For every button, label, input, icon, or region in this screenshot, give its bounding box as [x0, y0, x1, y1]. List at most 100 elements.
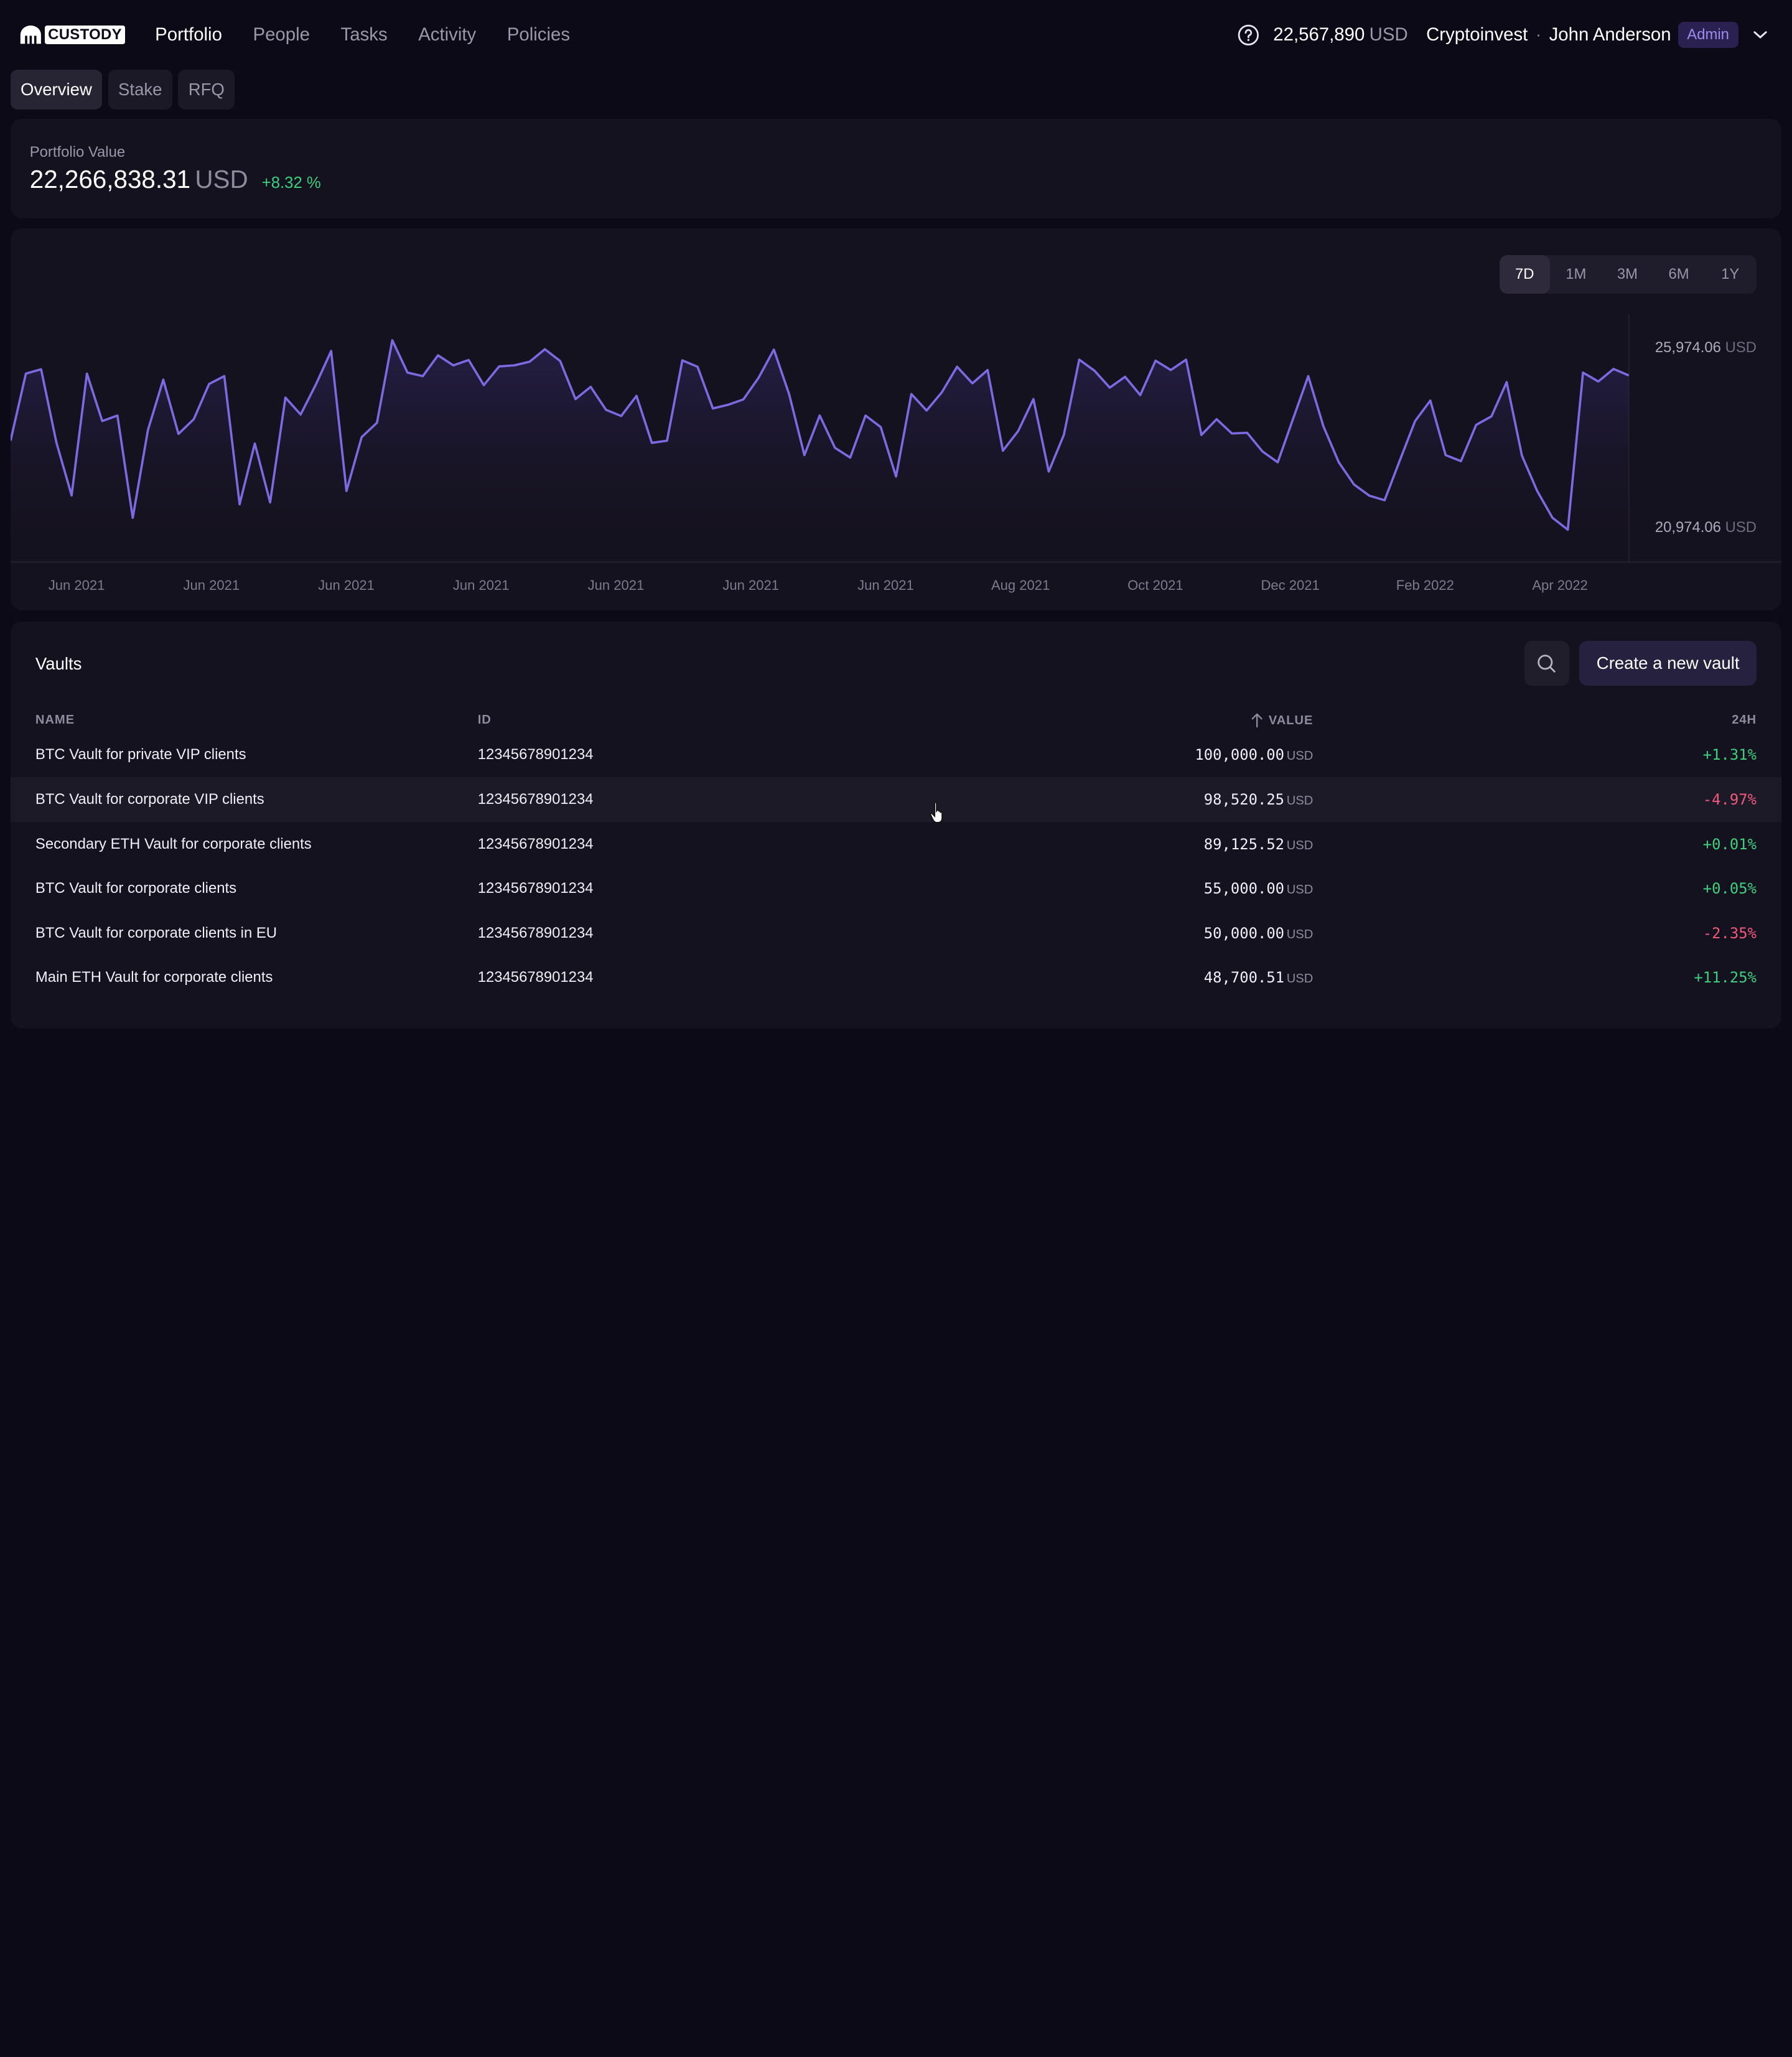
column-header-id[interactable]: ID — [477, 713, 492, 727]
account-menu-chevron-icon[interactable] — [1747, 22, 1772, 47]
search-button[interactable] — [1524, 641, 1569, 686]
vault-value-unit: USD — [1286, 883, 1314, 897]
hand-pointer-cursor-icon — [930, 801, 943, 823]
nav-link-portfolio[interactable]: Portfolio — [155, 24, 222, 45]
vault-change: +11.25% — [1694, 969, 1757, 987]
chart-series-line — [10, 339, 1629, 531]
vault-id: 12345678901234 — [477, 790, 594, 808]
range-1m-button[interactable]: 1M — [1566, 265, 1587, 282]
y-tick-high-unit: USD — [1725, 339, 1757, 357]
y-tick-high: 25,974.06 USD — [1655, 339, 1757, 357]
separator-dot: · — [1536, 26, 1541, 44]
portfolio-change: +8.32 % — [261, 174, 321, 192]
vault-id: 12345678901234 — [477, 746, 594, 763]
vault-name: BTC Vault for corporate VIP clients — [35, 790, 264, 808]
x-tick-label: Jun 2021 — [722, 577, 780, 593]
x-tick-label: Jun 2021 — [183, 577, 240, 593]
table-row[interactable]: BTC Vault for corporate clients in EU 12… — [11, 911, 1782, 956]
chart-area-fill — [10, 340, 1629, 562]
vault-change: +0.01% — [1702, 835, 1757, 853]
vault-change: -4.97% — [1702, 790, 1757, 808]
vault-value-amount: 98,520.25 — [1203, 790, 1285, 808]
vault-name: BTC Vault for private VIP clients — [35, 746, 246, 763]
vault-id: 12345678901234 — [477, 835, 594, 852]
vault-value: 48,700.51 USD — [1204, 969, 1314, 986]
vault-value: 89,125.52 USD — [1204, 836, 1314, 853]
x-tick-label: Jun 2021 — [452, 577, 510, 593]
vault-name: Main ETH Vault for corporate clients — [35, 969, 273, 986]
range-1y-button[interactable]: 1Y — [1721, 265, 1740, 282]
portfolio-value-row: 22,266,838.31 USD +8.32 % — [30, 165, 1762, 194]
vault-value-amount: 55,000.00 — [1203, 880, 1285, 898]
column-header-value[interactable]: VALUE — [1251, 713, 1313, 728]
nav-link-policies[interactable]: Policies — [506, 24, 571, 45]
vault-value-amount: 48,700.51 — [1203, 969, 1285, 987]
vault-name: BTC Vault for corporate clients in EU — [35, 924, 278, 941]
sub-tabs: Overview Stake RFQ — [0, 70, 1792, 111]
vault-change: -2.35% — [1702, 924, 1757, 942]
help-icon[interactable] — [1237, 24, 1260, 47]
tab-stake[interactable]: Stake — [108, 70, 173, 110]
search-icon — [1538, 654, 1556, 673]
logo[interactable]: CUSTODY — [19, 26, 126, 44]
vault-name: Secondary ETH Vault for corporate client… — [35, 835, 312, 852]
vault-change: +1.31% — [1702, 746, 1757, 764]
vaults-title: Vaults — [35, 653, 82, 673]
x-tick-label: Feb 2022 — [1396, 577, 1454, 593]
table-row[interactable]: Main ETH Vault for corporate clients 123… — [11, 955, 1782, 1000]
x-tick-label: Jun 2021 — [857, 577, 914, 593]
organization-name[interactable]: Cryptoinvest — [1426, 24, 1528, 45]
range-7d-button[interactable]: 7D — [1499, 254, 1550, 294]
vault-change: +0.05% — [1702, 880, 1757, 898]
app-window: CUSTODY Portfolio People Tasks Activity … — [0, 21, 1792, 1000]
x-tick-label: Jun 2021 — [48, 577, 105, 593]
create-vault-button[interactable]: Create a new vault — [1579, 641, 1757, 686]
vault-value-amount: 100,000.00 — [1195, 746, 1285, 764]
vault-value: 50,000.00 USD — [1204, 925, 1314, 942]
tab-overview[interactable]: Overview — [10, 70, 103, 110]
table-header: NAME ID VALUE 24H — [11, 710, 1782, 733]
vault-id: 12345678901234 — [477, 880, 594, 897]
range-6m-button[interactable]: 6M — [1668, 265, 1689, 282]
vault-id: 12345678901234 — [477, 924, 594, 941]
vault-value-amount: 50,000.00 — [1203, 924, 1285, 942]
sort-ascending-icon — [1251, 713, 1263, 728]
nav-link-activity[interactable]: Activity — [418, 24, 477, 45]
x-axis-labels: Jun 2021 Jun 2021 Jun 2021 Jun 2021 Jun … — [11, 577, 1629, 595]
column-header-24h[interactable]: 24H — [1732, 713, 1757, 727]
x-tick-label: Aug 2021 — [991, 577, 1050, 593]
range-3m-button[interactable]: 3M — [1617, 265, 1638, 282]
portfolio-currency: USD — [195, 164, 248, 194]
total-balance-currency: USD — [1369, 24, 1408, 45]
vault-value: 55,000.00 USD — [1204, 880, 1314, 897]
nav-links: Portfolio People Tasks Activity Policies — [155, 24, 570, 45]
user-name[interactable]: John Anderson — [1549, 24, 1671, 45]
x-tick-label: Jun 2021 — [318, 577, 375, 593]
vault-value-unit: USD — [1286, 793, 1314, 808]
vault-value: 100,000.00 USD — [1195, 746, 1313, 763]
portfolio-chart-card: 7D 1M 3M 6M 1Y 25,974.06 USD 20,974.06 U… — [10, 228, 1782, 610]
nav-link-tasks[interactable]: Tasks — [340, 24, 388, 45]
nav-link-people[interactable]: People — [253, 24, 310, 45]
table-row[interactable]: BTC Vault for private VIP clients 123456… — [11, 732, 1782, 777]
tab-rfq[interactable]: RFQ — [178, 70, 235, 110]
table-row[interactable]: Secondary ETH Vault for corporate client… — [11, 822, 1782, 867]
x-tick-label: Oct 2021 — [1127, 577, 1183, 593]
portfolio-chart[interactable] — [10, 228, 1782, 610]
vaults-table: NAME ID VALUE 24H BTC Vault for private … — [10, 710, 1782, 1000]
vault-value-unit: USD — [1286, 838, 1314, 852]
portfolio-value-card: Portfolio Value 22,266,838.31 USD +8.32 … — [10, 119, 1782, 218]
vault-value-unit: USD — [1286, 927, 1314, 941]
vault-value-unit: USD — [1286, 972, 1314, 986]
table-row[interactable]: BTC Vault for corporate VIP clients 1234… — [10, 777, 1782, 822]
table-row[interactable]: BTC Vault for corporate clients 12345678… — [11, 866, 1782, 911]
y-tick-low-unit: USD — [1725, 518, 1757, 536]
column-header-name[interactable]: NAME — [35, 713, 75, 727]
time-range-selector: 7D 1M 3M 6M 1Y — [1499, 254, 1757, 294]
vault-value-amount: 89,125.52 — [1203, 835, 1285, 853]
x-tick-label: Dec 2021 — [1261, 577, 1320, 593]
y-tick-low-value: 20,974.06 — [1654, 518, 1721, 536]
x-tick-label: Apr 2022 — [1532, 577, 1588, 593]
x-tick-label: Jun 2021 — [587, 577, 645, 593]
logo-text: CUSTODY — [44, 26, 126, 44]
